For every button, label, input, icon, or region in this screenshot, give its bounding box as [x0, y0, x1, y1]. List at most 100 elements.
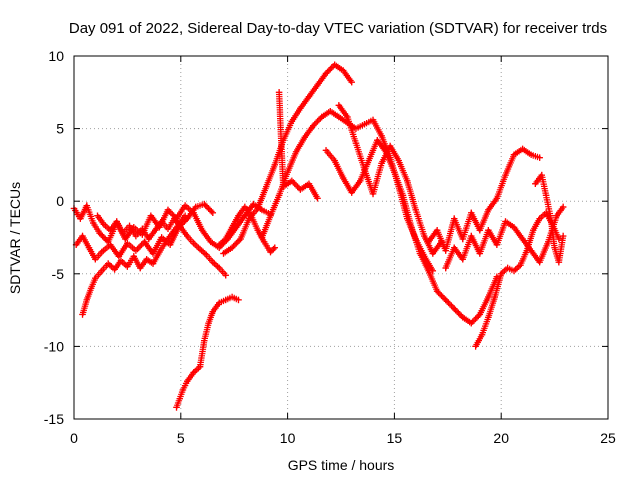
data-point: [348, 189, 355, 196]
data-point: [258, 206, 266, 214]
data-point: [519, 235, 526, 243]
data-point: [260, 238, 268, 246]
data-point: [301, 134, 308, 141]
x-tick-label: 15: [387, 430, 403, 446]
y-tick-label: 0: [56, 193, 64, 209]
data-point: [139, 225, 146, 232]
x-tick-label: 5: [177, 430, 185, 446]
data-point: [493, 273, 501, 280]
data-point: [228, 244, 236, 251]
data-point: [158, 234, 165, 241]
data-point: [442, 247, 449, 254]
data-point: [222, 272, 229, 279]
data-point: [547, 212, 554, 219]
data-point: [205, 319, 212, 327]
data-point: [322, 147, 330, 154]
data-point: [176, 395, 183, 402]
data-point: [192, 203, 199, 211]
data-point: [425, 267, 432, 275]
data-point: [201, 200, 208, 208]
data-point: [344, 113, 351, 121]
data-point: [92, 274, 99, 282]
data-point: [527, 151, 535, 158]
data-point: [284, 168, 291, 176]
data-point: [352, 139, 360, 147]
data-point: [124, 263, 131, 270]
data-point: [472, 343, 479, 350]
data-point: [94, 212, 101, 219]
series-arc-11: [335, 102, 445, 257]
data-point: [314, 81, 321, 89]
data-point: [369, 116, 377, 124]
data-point: [122, 235, 129, 243]
data-point: [352, 125, 360, 132]
data-point: [292, 148, 300, 156]
y-tick-label: 5: [56, 121, 64, 137]
data-point: [502, 218, 509, 225]
data-point: [220, 250, 227, 257]
data-point: [519, 145, 526, 153]
data-point: [258, 234, 266, 241]
data-point: [331, 157, 338, 164]
data-point: [476, 311, 484, 318]
data-point: [271, 161, 278, 169]
data-point: [530, 227, 537, 234]
data-point: [395, 157, 402, 164]
data-point: [162, 238, 170, 246]
x-tick-label: 20: [493, 430, 509, 446]
data-point: [297, 105, 304, 112]
data-point: [517, 261, 524, 269]
data-point: [502, 171, 509, 179]
data-point: [181, 212, 189, 219]
data-point: [551, 244, 558, 251]
data-point: [254, 205, 261, 212]
data-point: [357, 177, 364, 185]
series-arc-10: [322, 137, 501, 327]
axis-ticks: 0 5 10 15 20 25 -15 -10 -5 0 5 10: [44, 48, 616, 446]
data-point: [451, 305, 458, 312]
data-point: [190, 240, 197, 247]
data-point: [391, 168, 398, 176]
x-tick-label: 25: [600, 430, 616, 446]
data-point: [451, 244, 458, 251]
data-point: [374, 137, 381, 144]
data-point: [196, 245, 204, 253]
data-point: [190, 369, 197, 376]
data-point: [433, 227, 441, 234]
data-point: [532, 180, 539, 187]
data-point: [412, 206, 419, 214]
x-tick-label: 10: [280, 430, 296, 446]
data-points: [70, 61, 567, 411]
data-point: [216, 299, 223, 307]
data-point: [171, 215, 178, 222]
data-point: [166, 241, 174, 248]
data-point: [404, 177, 411, 185]
data-point: [164, 206, 172, 214]
y-tick-label: -15: [44, 411, 64, 427]
data-point: [104, 260, 112, 267]
data-point: [493, 241, 501, 248]
data-point: [263, 183, 270, 190]
data-point: [527, 247, 535, 254]
data-point: [124, 240, 131, 247]
series-arc-12: [425, 145, 543, 254]
y-tick-label: -10: [44, 338, 64, 354]
data-point: [177, 224, 184, 231]
data-point: [196, 363, 204, 370]
data-point: [241, 203, 249, 211]
data-point: [181, 202, 189, 209]
data-point: [83, 202, 91, 209]
data-point: [203, 251, 210, 259]
data-point: [510, 224, 518, 231]
data-point: [267, 248, 274, 256]
data-point: [115, 253, 123, 260]
x-axis-label: GPS time / hours: [288, 457, 395, 473]
data-point: [235, 212, 242, 219]
y-tick-label: -5: [52, 266, 65, 282]
data-point: [184, 378, 191, 385]
series-arc-5: [173, 293, 242, 411]
data-point: [369, 190, 377, 198]
data-point: [485, 206, 492, 214]
data-point: [536, 258, 543, 266]
